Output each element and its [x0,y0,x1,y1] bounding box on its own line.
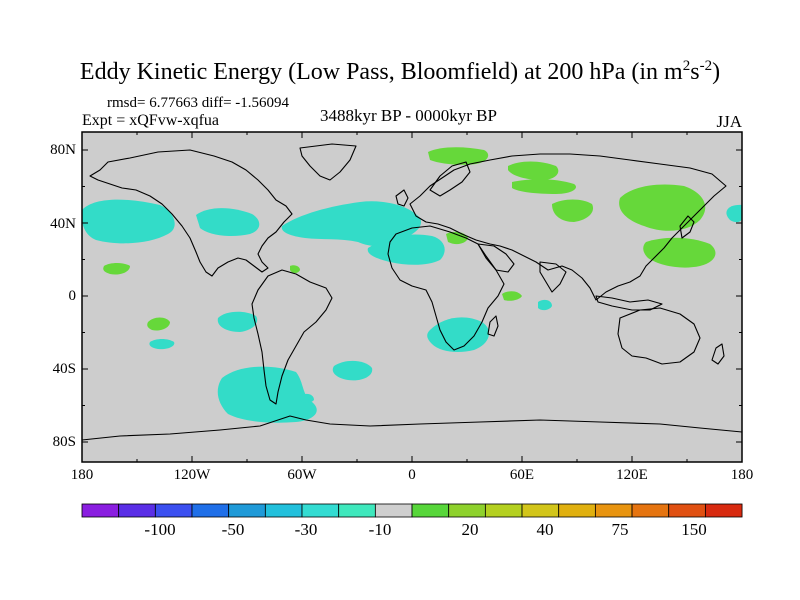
colorbar-label-150: 150 [681,520,707,539]
colorbar-swatch-4 [228,503,266,518]
lon-label-120w: 120W [173,467,211,483]
map-background [82,132,742,462]
coast-indonesia [595,295,663,311]
neg-anomaly-central-indian [538,299,552,311]
lat-label-40s: 40S [52,361,76,377]
colorbar-swatch-15 [631,503,670,518]
colorbar-label-40: 40 [536,520,554,539]
coast-japan [679,215,695,239]
colorbar-swatch-1 [118,503,156,518]
colorbar-swatch-7 [338,503,376,518]
colorbar-swatch-13 [558,503,596,518]
lat-label-80s: 80S [52,434,76,450]
neg-anomaly-south-pacific-patch [217,311,258,332]
coast-greenland [299,143,357,181]
coast-australia [617,307,701,365]
colorbar-label-minus10: -10 [368,520,392,539]
neg-anomaly-east-pacific [726,204,742,223]
pos-anomaly-north-pacific-west [643,237,716,268]
colorbar-swatch-2 [154,503,193,518]
coast-south-america [251,269,333,405]
coast-africa [387,225,505,351]
colorbar-swatch-12 [521,503,560,518]
coast-madagascar [487,315,499,337]
pos-anomaly-siberia-north [508,161,559,180]
colorbar-swatch-9 [411,503,450,518]
colorbar-label-minus100: -100 [144,520,176,539]
colorbar-swatch-8 [374,503,413,518]
colorbar-swatch-0 [81,503,120,518]
experiment-label: Expt = xQFvw-xqfua [82,112,220,129]
pos-anomaly-middle-east [446,231,468,245]
season-label: JJA [716,112,742,131]
neg-anomaly-south-atlantic [332,360,373,381]
coastlines [81,143,743,441]
colorbar-label-minus30: -30 [294,520,318,539]
colorbar [81,503,743,518]
colorbar-label-75: 75 [611,520,629,539]
coast-arabia [477,243,515,273]
lat-label-40n: 40N [50,216,76,232]
coast-new-zealand [711,343,725,365]
coast-britain [395,189,409,207]
pos-anomaly-east-asia [619,184,706,231]
coast-europe-asia [409,153,727,301]
pos-anomaly-south-pacific-1 [147,317,170,331]
neg-anomaly-north-pacific [82,199,175,244]
coast-antarctica [81,415,743,441]
lon-label-60w: 60W [287,467,317,483]
neg-anomaly-south-indian [427,317,489,352]
colorbar-swatch-16 [668,503,706,518]
colorbar-swatch-11 [484,503,523,518]
neg-anomaly-north-america [196,208,260,236]
coast-north-america [89,149,293,277]
pos-anomaly-east-pacific [103,263,130,275]
colorbar-swatch-3 [191,503,230,518]
lon-label-120e: 120E [616,467,648,483]
colorbar-swatch-14 [594,503,633,518]
neg-anomaly-patagonia [300,393,314,403]
neg-anomaly-south-pacific-small [149,339,175,350]
pos-anomaly-west-eurasia [552,199,594,222]
lat-label-0: 0 [68,288,77,304]
neg-anomaly-southern-ocean [217,366,317,423]
colorbar-swatch-10 [448,503,486,518]
coast-scandinavia [429,161,471,197]
coast-india [539,261,567,293]
pos-anomaly-arctic-atlantic [428,147,489,165]
colorbar-swatch-5 [264,503,303,518]
axis-ticks [81,132,743,462]
colorbar-swatch-17 [704,503,743,518]
period-label: 3488kyr BP - 0000kyr BP [320,106,497,125]
anomaly-fills [82,147,742,423]
colorbar-swatch-6 [301,503,340,518]
lon-label-180e: 180 [730,467,754,483]
pos-anomaly-siberia-mid [512,179,576,194]
colorbar-label-20: 20 [461,520,479,539]
neg-anomaly-mid-atlantic [367,234,445,265]
lon-label-180w: 180 [70,467,94,483]
pos-anomaly-caribbean [290,265,300,273]
neg-anomaly-north-atlantic [281,201,422,247]
stats-text: rmsd= 6.77663 diff= -1.56094 [107,95,290,111]
colorbar-label-minus50: -50 [221,520,245,539]
plot-title: Eddy Kinetic Energy (Low Pass, Bloomfiel… [79,58,721,85]
pos-anomaly-africa [502,291,522,301]
lon-label-0: 0 [408,467,416,483]
lon-label-60e: 60E [509,467,535,483]
lat-label-80n: 80N [50,142,76,158]
